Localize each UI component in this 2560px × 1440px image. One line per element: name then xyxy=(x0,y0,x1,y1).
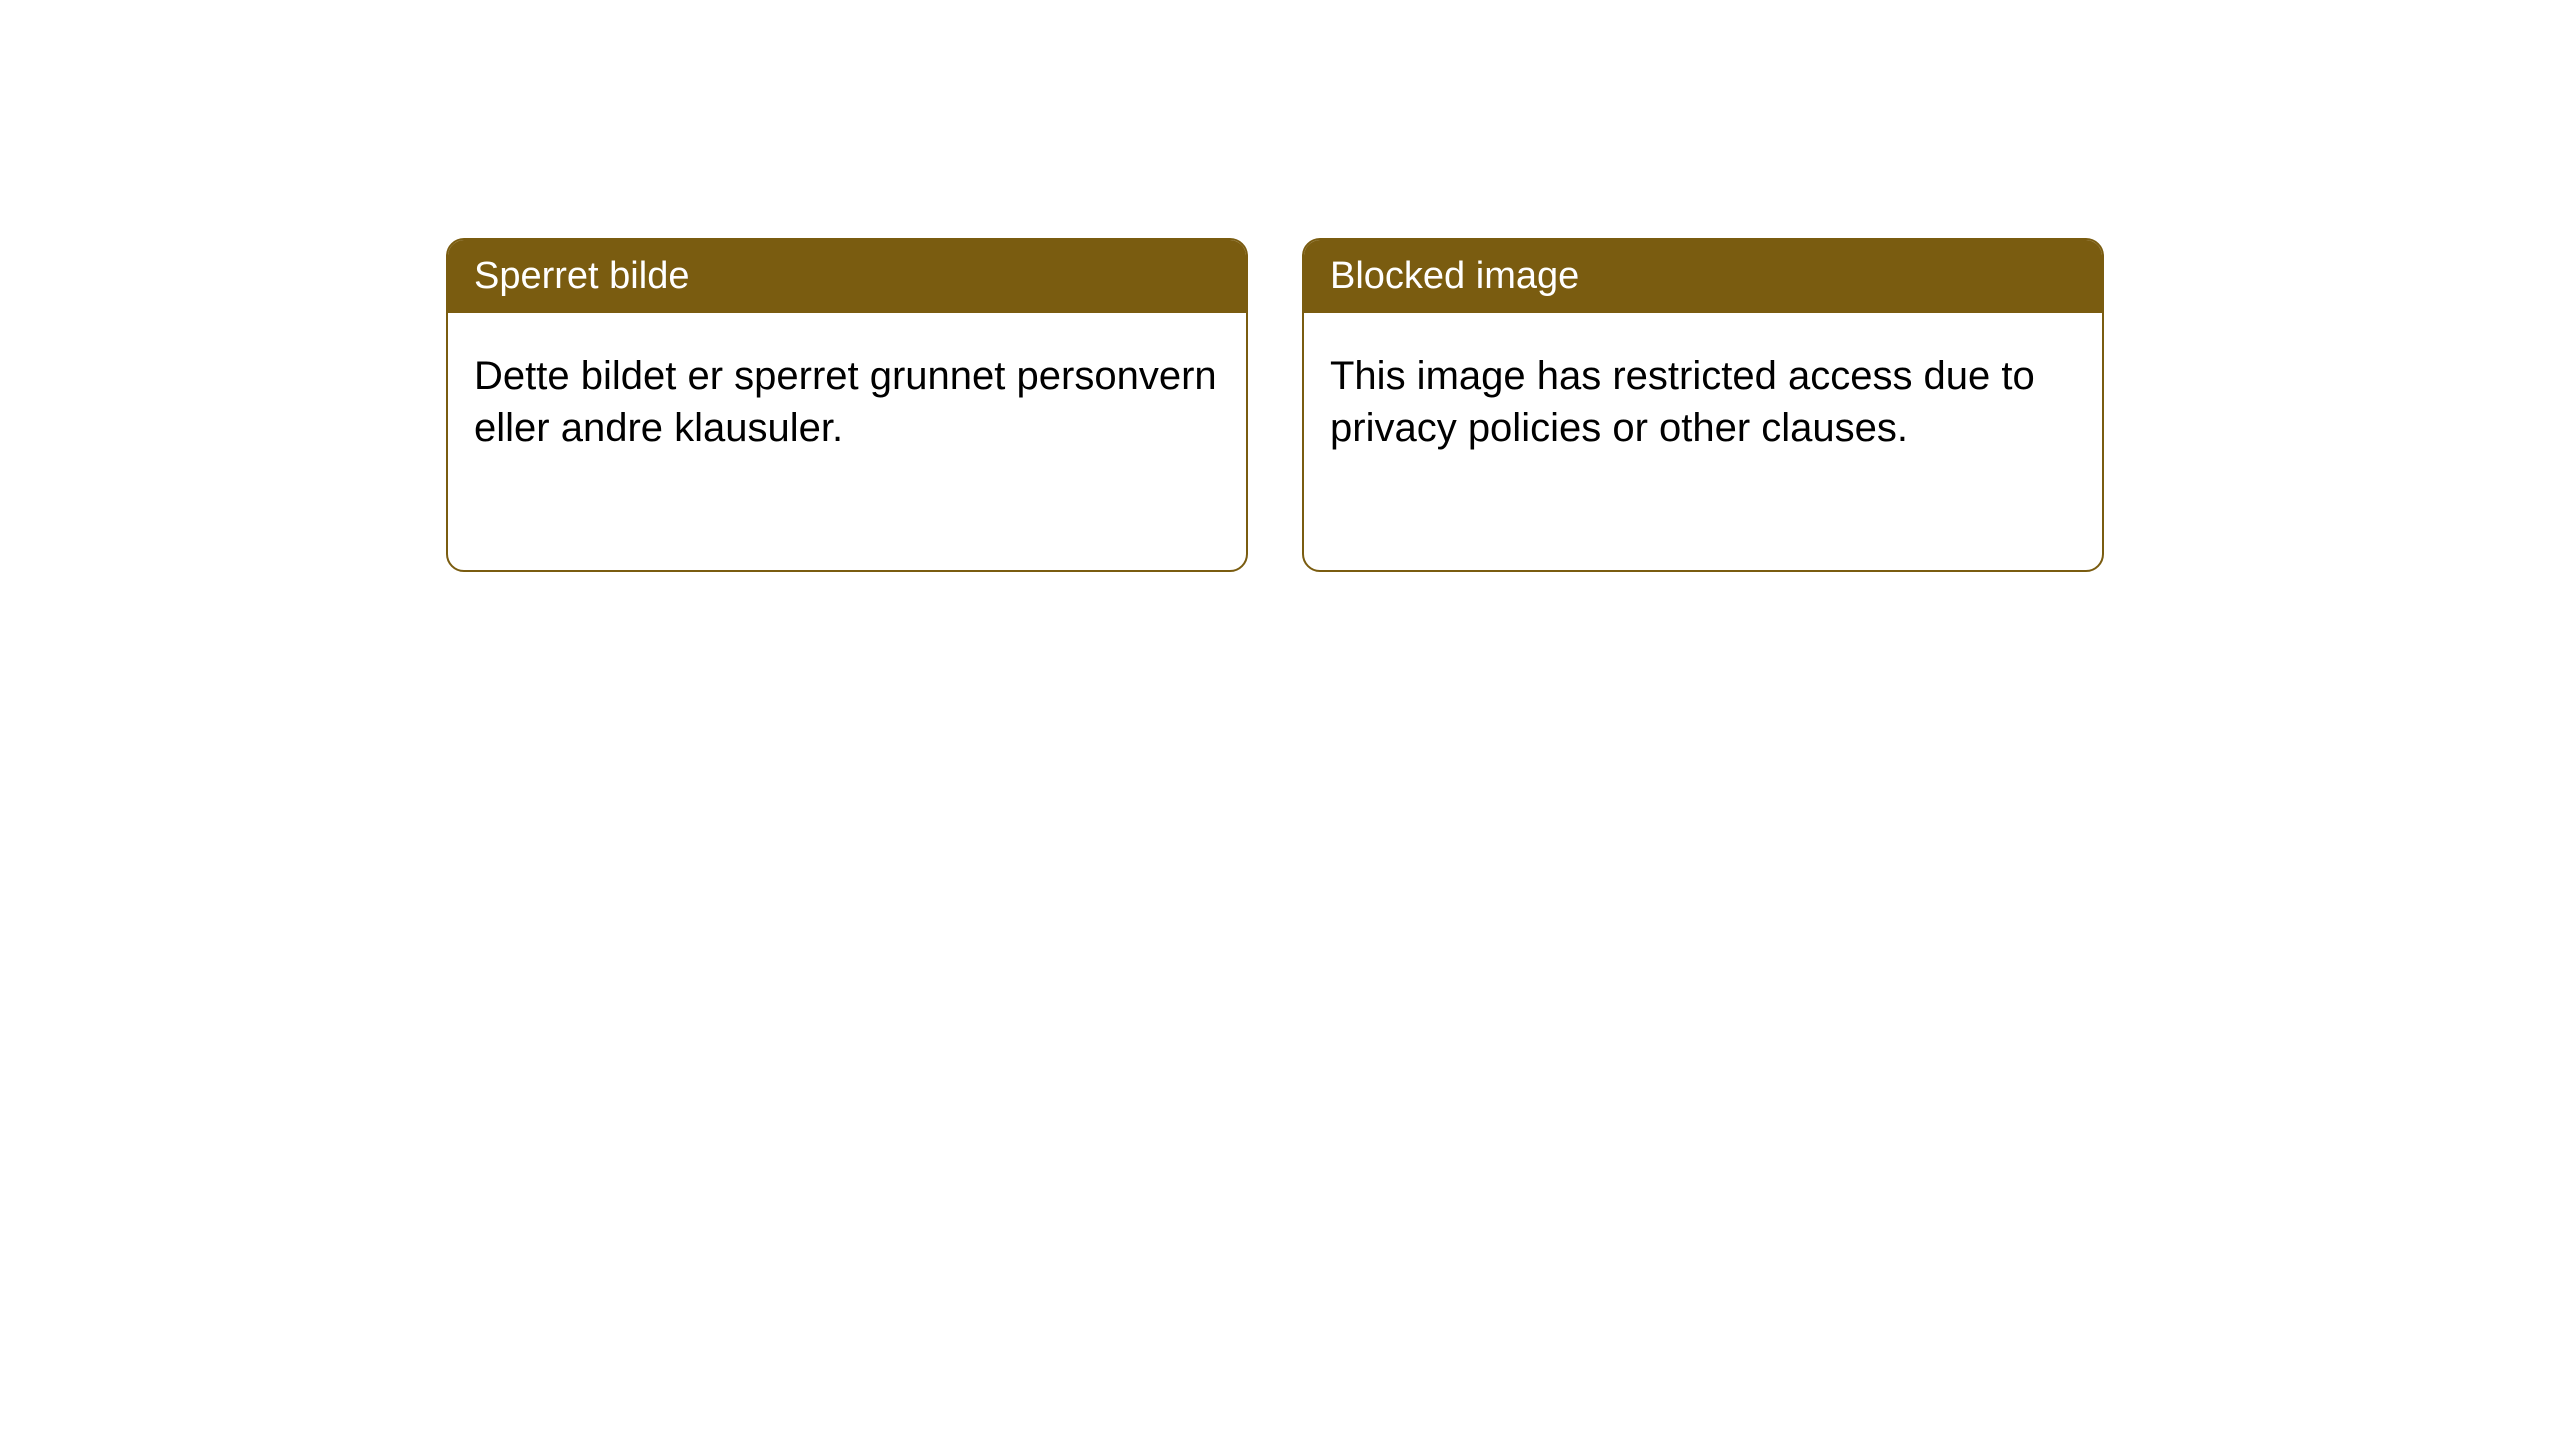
card-body: This image has restricted access due to … xyxy=(1304,313,2102,491)
card-body-text: Dette bildet er sperret grunnet personve… xyxy=(474,354,1217,449)
card-body: Dette bildet er sperret grunnet personve… xyxy=(448,313,1246,491)
blocked-image-card-no: Sperret bilde Dette bildet er sperret gr… xyxy=(446,238,1248,572)
card-container: Sperret bilde Dette bildet er sperret gr… xyxy=(0,0,2560,572)
card-header: Sperret bilde xyxy=(448,240,1246,313)
blocked-image-card-en: Blocked image This image has restricted … xyxy=(1302,238,2104,572)
card-title: Blocked image xyxy=(1330,255,1579,297)
card-header: Blocked image xyxy=(1304,240,2102,313)
card-body-text: This image has restricted access due to … xyxy=(1330,354,2035,449)
card-title: Sperret bilde xyxy=(474,255,689,297)
